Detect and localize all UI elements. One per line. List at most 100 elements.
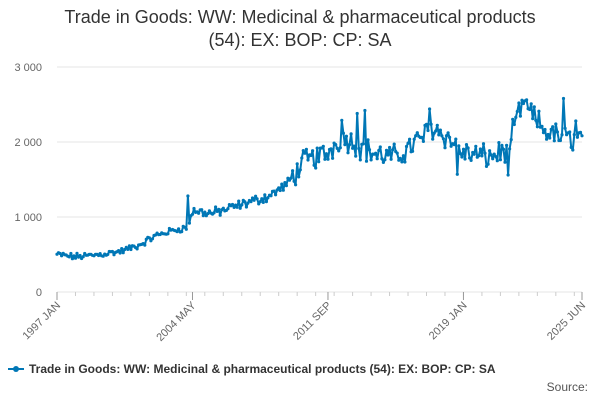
data-point[interactable]: [269, 194, 273, 198]
data-point[interactable]: [175, 230, 179, 234]
data-point[interactable]: [446, 131, 450, 135]
data-point[interactable]: [129, 247, 133, 252]
data-point[interactable]: [525, 98, 529, 102]
data-point[interactable]: [549, 127, 553, 131]
data-point[interactable]: [311, 149, 315, 153]
data-point[interactable]: [203, 210, 207, 214]
data-point[interactable]: [411, 149, 415, 153]
data-point[interactable]: [264, 200, 268, 204]
data-point[interactable]: [375, 157, 379, 161]
data-point[interactable]: [212, 211, 216, 215]
data-point[interactable]: [560, 133, 564, 137]
data-point[interactable]: [301, 149, 305, 153]
data-point[interactable]: [468, 156, 472, 160]
data-point[interactable]: [488, 149, 492, 153]
data-point[interactable]: [166, 232, 170, 236]
data-point[interactable]: [540, 124, 544, 128]
data-point[interactable]: [498, 158, 502, 162]
data-point[interactable]: [404, 144, 409, 149]
data-point[interactable]: [334, 143, 338, 147]
data-point[interactable]: [460, 155, 464, 159]
data-point[interactable]: [292, 179, 296, 183]
data-point[interactable]: [421, 139, 425, 143]
data-point[interactable]: [250, 196, 255, 200]
data-point[interactable]: [469, 158, 473, 162]
data-point[interactable]: [528, 107, 532, 112]
data-point[interactable]: [401, 154, 405, 158]
data-point[interactable]: [121, 251, 125, 255]
data-point[interactable]: [238, 206, 242, 210]
data-point[interactable]: [434, 129, 438, 133]
data-point[interactable]: [58, 251, 62, 256]
data-point[interactable]: [218, 213, 222, 217]
data-point[interactable]: [508, 147, 512, 151]
data-point[interactable]: [260, 197, 264, 201]
data-point[interactable]: [67, 255, 71, 259]
data-point[interactable]: [367, 148, 372, 152]
data-point[interactable]: [464, 143, 469, 147]
data-point[interactable]: [381, 160, 385, 164]
data-point[interactable]: [481, 142, 486, 146]
data-point[interactable]: [503, 160, 507, 164]
data-point[interactable]: [324, 152, 328, 156]
data-point[interactable]: [295, 162, 299, 166]
data-point[interactable]: [187, 221, 191, 225]
data-point[interactable]: [312, 163, 316, 167]
data-point[interactable]: [355, 111, 359, 116]
data-point[interactable]: [378, 145, 382, 149]
data-point[interactable]: [521, 101, 526, 106]
data-point[interactable]: [369, 158, 373, 162]
data-point[interactable]: [517, 101, 521, 105]
data-point[interactable]: [361, 142, 365, 146]
data-point[interactable]: [575, 135, 580, 139]
data-point[interactable]: [347, 143, 352, 147]
data-point[interactable]: [506, 173, 510, 177]
data-point[interactable]: [555, 130, 560, 134]
data-point[interactable]: [466, 146, 470, 150]
data-point[interactable]: [261, 200, 265, 204]
data-point[interactable]: [304, 147, 308, 151]
data-point[interactable]: [531, 117, 535, 121]
data-point[interactable]: [444, 134, 449, 138]
data-point[interactable]: [280, 182, 284, 186]
data-point[interactable]: [249, 200, 253, 204]
data-point[interactable]: [398, 156, 402, 160]
data-point[interactable]: [110, 249, 114, 254]
data-point[interactable]: [284, 184, 288, 188]
data-point[interactable]: [545, 137, 549, 141]
data-point[interactable]: [237, 199, 241, 203]
data-point[interactable]: [60, 254, 64, 258]
data-point[interactable]: [561, 96, 566, 101]
data-point[interactable]: [458, 152, 462, 156]
data-point[interactable]: [341, 131, 345, 135]
data-point[interactable]: [509, 138, 513, 142]
data-point[interactable]: [551, 125, 555, 129]
data-point[interactable]: [184, 227, 188, 231]
data-point[interactable]: [412, 137, 416, 141]
data-point[interactable]: [309, 153, 313, 158]
data-point[interactable]: [391, 148, 395, 152]
data-point[interactable]: [477, 154, 481, 158]
data-point[interactable]: [190, 212, 195, 216]
data-point[interactable]: [414, 134, 418, 138]
data-point[interactable]: [574, 119, 578, 123]
data-point[interactable]: [321, 144, 325, 148]
data-point[interactable]: [147, 236, 151, 240]
data-point[interactable]: [403, 160, 407, 164]
data-point[interactable]: [388, 145, 392, 150]
data-point[interactable]: [480, 154, 484, 158]
data-point[interactable]: [126, 247, 130, 251]
data-point[interactable]: [150, 237, 155, 241]
data-point[interactable]: [206, 212, 210, 216]
data-point[interactable]: [69, 251, 73, 256]
series-line[interactable]: [55, 96, 584, 261]
data-point[interactable]: [303, 151, 307, 155]
data-point[interactable]: [246, 201, 250, 205]
data-point[interactable]: [232, 205, 236, 209]
data-point[interactable]: [424, 122, 429, 126]
data-point[interactable]: [274, 193, 278, 197]
data-point[interactable]: [278, 188, 282, 193]
data-point[interactable]: [380, 157, 384, 161]
data-point[interactable]: [532, 105, 536, 109]
data-point[interactable]: [192, 206, 196, 211]
